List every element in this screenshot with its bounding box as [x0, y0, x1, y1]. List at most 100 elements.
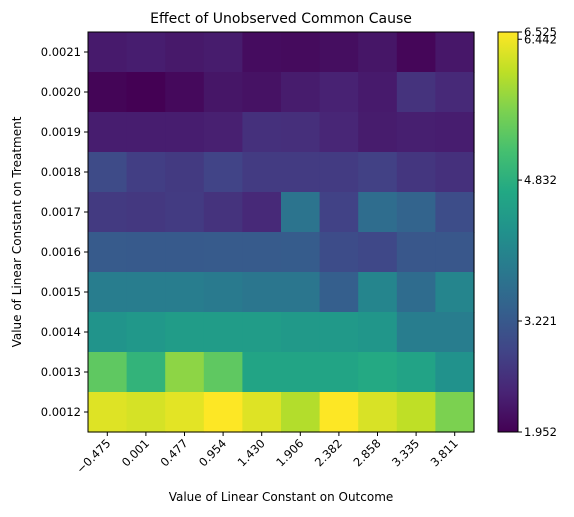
heatmap-cell [281, 152, 321, 193]
heatmap-cell [319, 152, 359, 193]
y-tick-label: 0.0012 [41, 405, 81, 419]
heatmap-cell [281, 272, 321, 313]
heatmap-cell [165, 192, 205, 233]
heatmap-cell [358, 72, 398, 113]
y-tick-label: 0.0018 [41, 165, 81, 179]
heatmap-cell [396, 272, 436, 313]
heatmap-cell [88, 272, 128, 313]
heatmap-cell [126, 312, 166, 353]
heatmap-cell [242, 32, 282, 73]
heatmap-cell [396, 72, 436, 113]
heatmap-cell [242, 192, 282, 233]
heatmap-cell [242, 112, 282, 153]
heatmap-cell [396, 152, 436, 193]
heatmap-cell [165, 232, 205, 273]
colorbar-tick-label: 6.525 [524, 25, 557, 39]
heatmap-cell [281, 232, 321, 273]
heatmap-cell [203, 112, 243, 153]
heatmap-cell [203, 392, 243, 433]
heatmap-cell [358, 272, 398, 313]
heatmap-cell [281, 312, 321, 353]
heatmap-cell [88, 392, 128, 433]
colorbar-tick-label: 4.832 [524, 173, 557, 187]
y-tick-label: 0.0016 [41, 245, 81, 259]
x-tick-label: 3.811 [428, 436, 461, 469]
heatmap-cell [88, 72, 128, 113]
heatmap-cell [203, 272, 243, 313]
heatmap-cell [203, 232, 243, 273]
heatmap-cell [358, 152, 398, 193]
heatmap-cell [242, 232, 282, 273]
heatmap-cell [126, 112, 166, 153]
heatmap-cell [435, 192, 475, 233]
heatmap-cell [319, 232, 359, 273]
heatmap-cell [88, 312, 128, 353]
heatmap-cell [358, 232, 398, 273]
heatmap-cell [358, 192, 398, 233]
x-tick-label: 1.906 [273, 436, 306, 469]
x-axis-label: Value of Linear Constant on Outcome [169, 490, 394, 504]
y-tick-label: 0.0013 [41, 365, 81, 379]
heatmap-cell [126, 32, 166, 73]
colorbar [498, 32, 518, 432]
heatmap-cell [319, 272, 359, 313]
y-tick-label: 0.0015 [41, 285, 81, 299]
heatmap-cell [396, 32, 436, 73]
heatmap-cell [165, 32, 205, 73]
heatmap-cell [88, 192, 128, 233]
heatmap-cell [203, 312, 243, 353]
heatmap-cell [203, 192, 243, 233]
heatmap-cell [126, 152, 166, 193]
heatmap-cell [88, 152, 128, 193]
heatmap-cell [203, 32, 243, 73]
x-tick-label: 1.430 [235, 436, 268, 469]
heatmap-cell [435, 392, 475, 433]
heatmap-cell [319, 392, 359, 433]
heatmap-cell [281, 72, 321, 113]
y-tick-label: 0.0020 [41, 85, 81, 99]
heatmap-cell [126, 272, 166, 313]
heatmap-cell [126, 192, 166, 233]
y-tick-label: 0.0017 [41, 205, 81, 219]
colorbar-frame [497, 31, 519, 433]
heatmap-cell [165, 272, 205, 313]
y-tick-label: 0.0021 [41, 45, 81, 59]
heatmap-cell [165, 72, 205, 113]
heatmap-cell [242, 392, 282, 433]
x-tick-label: 2.858 [350, 436, 383, 469]
heatmap-cell [165, 112, 205, 153]
heatmap-cell [203, 352, 243, 393]
y-axis-label: Value of Linear Constant on Treatment [10, 116, 24, 347]
x-tick-label: 2.382 [312, 436, 345, 469]
heatmap-cell [319, 72, 359, 113]
heatmap-cell [165, 352, 205, 393]
heatmap-cell [281, 112, 321, 153]
y-tick-label: 0.0014 [41, 325, 81, 339]
heatmap-cell [319, 112, 359, 153]
heatmap-cell [242, 272, 282, 313]
heatmap-cell [281, 32, 321, 73]
heatmap-cell [165, 392, 205, 433]
heatmap-cell [358, 312, 398, 353]
heatmap-cell [88, 232, 128, 273]
heatmap-cell [126, 392, 166, 433]
plot-frame [87, 31, 475, 433]
heatmap-cell [319, 352, 359, 393]
heatmap-cell [242, 352, 282, 393]
colorbar-tick-label: 6.442 [524, 32, 557, 46]
heatmap-cell [126, 232, 166, 273]
heatmap-cell [396, 312, 436, 353]
heatmap-cell [165, 152, 205, 193]
y-axis-ticks: 0.0021 0.0020 0.0019 0.0018 0.0017 0.0016 0.00… [41, 45, 88, 419]
heatmap-cell [242, 312, 282, 353]
x-tick-label: 3.335 [389, 436, 422, 469]
x-tick-label: 0.954 [196, 436, 229, 469]
heatmap-cell [126, 352, 166, 393]
heatmap-cell [319, 32, 359, 73]
heatmap-cell [435, 272, 475, 313]
heatmap-cell [242, 72, 282, 113]
heatmap-cell [165, 312, 205, 353]
heatmap-cell [319, 192, 359, 233]
x-tick-label: 0.001 [119, 436, 152, 469]
heatmap-cell [358, 352, 398, 393]
